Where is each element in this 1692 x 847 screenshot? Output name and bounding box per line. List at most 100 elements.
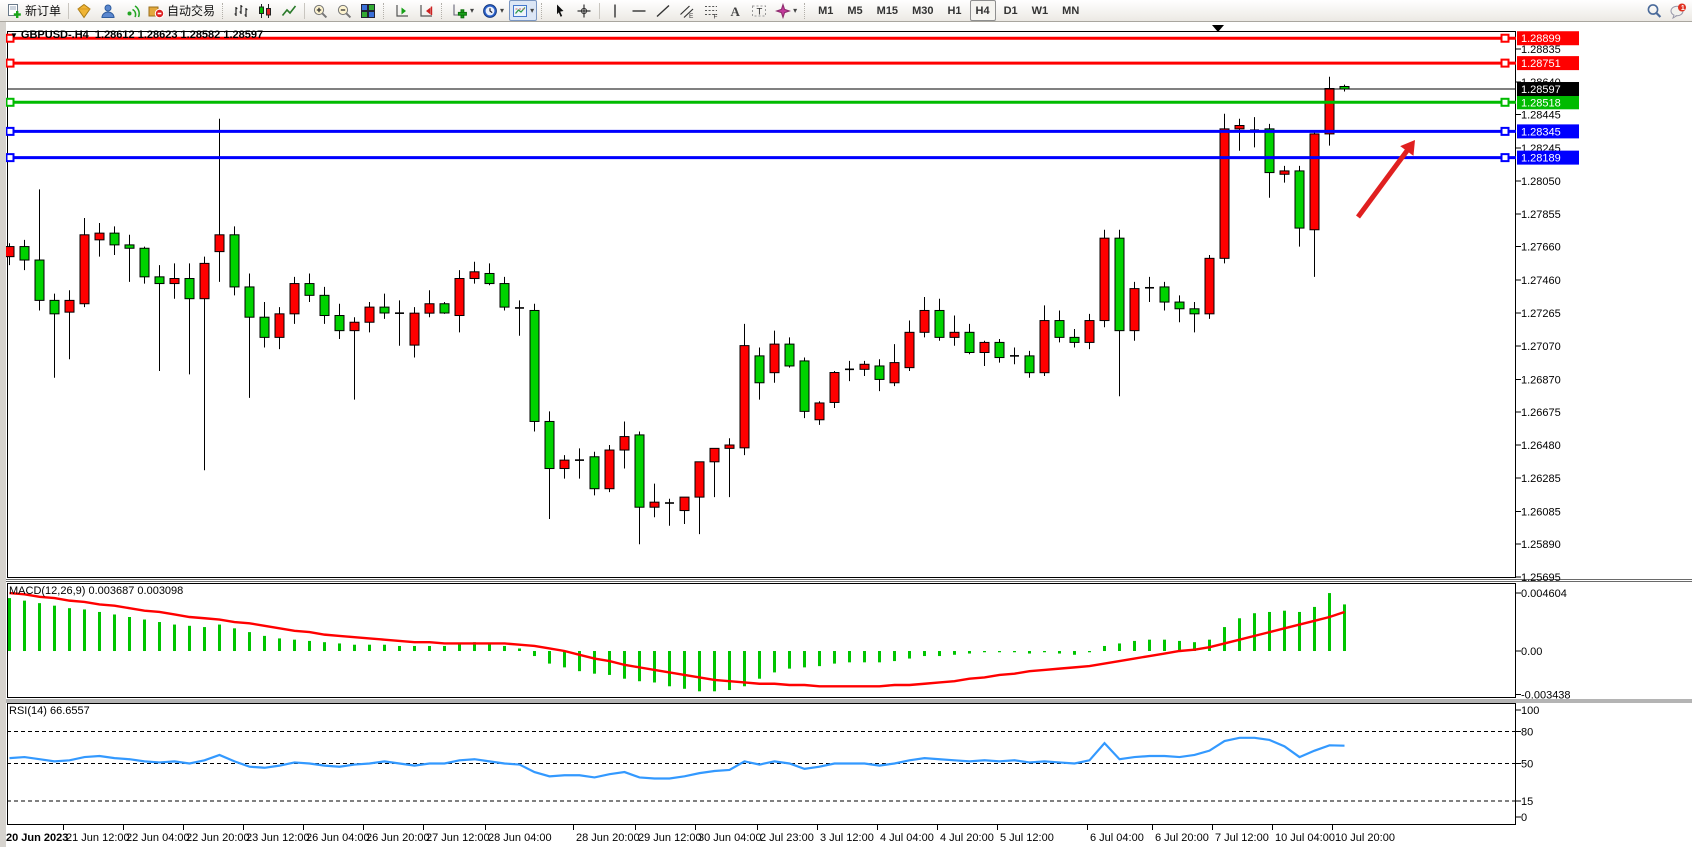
svg-text:22 Jun 04:00: 22 Jun 04:00	[126, 832, 190, 844]
timeframe-m15-button[interactable]: M15	[876, 4, 899, 17]
community-button[interactable]	[97, 0, 119, 21]
toolbar-grip	[541, 2, 545, 19]
timeframe-m1-button[interactable]: M1	[818, 4, 834, 17]
timeframe-d1-button[interactable]: D1	[1003, 4, 1018, 17]
svg-text:1.27660: 1.27660	[1521, 242, 1561, 254]
autotrading-button[interactable]: 自动交易	[145, 0, 218, 21]
svg-text:1.26085: 1.26085	[1521, 506, 1561, 518]
channel-icon: E	[679, 3, 695, 19]
toolbar-separator	[68, 2, 70, 19]
svg-text:5 Jul 12:00: 5 Jul 12:00	[1000, 832, 1054, 844]
new-order-icon	[6, 3, 22, 19]
svg-text:26 Jun 04:00: 26 Jun 04:00	[306, 832, 370, 844]
timeframe-h1-button[interactable]: H1	[947, 4, 962, 17]
toolbar-grip	[804, 2, 808, 19]
chevron-down-icon: ▾	[500, 6, 505, 15]
notifications-button[interactable]: 1	[1667, 0, 1689, 21]
new-order-button[interactable]: 新订单	[3, 0, 64, 21]
textlabel-icon: T	[751, 3, 767, 19]
arrows-tool-button[interactable]: ▾	[772, 0, 800, 21]
svg-text:100: 100	[1521, 705, 1539, 717]
chart-shift-button[interactable]	[415, 0, 437, 21]
svg-text:22 Jun 20:00: 22 Jun 20:00	[186, 832, 250, 844]
chevron-down-icon: ▾	[470, 6, 475, 15]
timeframe-w1-button[interactable]: W1	[1031, 4, 1049, 17]
gem-icon	[76, 3, 92, 19]
svg-text:4 Jul 04:00: 4 Jul 04:00	[880, 832, 934, 844]
svg-text:21 Jun 12:00: 21 Jun 12:00	[66, 832, 130, 844]
zoom-in-button[interactable]	[309, 0, 331, 21]
toolbar-buttons: 新订单 自动交易 ▾ ▾ ▾ E F A T ▾	[2, 0, 811, 22]
chat-icon: 1	[1670, 3, 1686, 19]
svg-text:1.26870: 1.26870	[1521, 374, 1561, 386]
candlestick-mode-button[interactable]	[254, 0, 276, 21]
svg-text:1.25695: 1.25695	[1521, 572, 1561, 584]
svg-text:1.26480: 1.26480	[1521, 440, 1561, 452]
svg-text:1.28899: 1.28899	[1521, 33, 1561, 45]
trendline-tool-button[interactable]	[652, 0, 674, 21]
svg-text:26 Jun 20:00: 26 Jun 20:00	[366, 832, 430, 844]
search-button[interactable]	[1643, 0, 1665, 21]
textA-icon: A	[727, 3, 743, 19]
chevron-down-icon: ▾	[530, 6, 535, 15]
clock-icon	[482, 3, 498, 19]
svg-text:15: 15	[1521, 796, 1533, 808]
chartshift-icon	[418, 3, 434, 19]
chart-bars-icon	[233, 3, 249, 19]
timeframe-h4-button[interactable]: H4	[969, 0, 996, 21]
templates-button[interactable]: ▾	[509, 0, 538, 21]
svg-text:1.28050: 1.28050	[1521, 176, 1561, 188]
auto-scroll-button[interactable]	[391, 0, 413, 21]
svg-text:2 Jul 23:00: 2 Jul 23:00	[760, 832, 814, 844]
svg-text:1.27460: 1.27460	[1521, 275, 1561, 287]
price-badges: 1.28899 1.28751 1.28518 1.28345 1.28189 1.285…	[1517, 31, 1579, 165]
vertical-line-tool-button[interactable]	[604, 0, 626, 21]
toolbar-grip	[383, 2, 387, 19]
indicators-button[interactable]: ▾	[449, 0, 477, 21]
svg-text:10 Jul 20:00: 10 Jul 20:00	[1335, 832, 1395, 844]
svg-text:6 Jul 04:00: 6 Jul 04:00	[1090, 832, 1144, 844]
svg-text:28 Jun 04:00: 28 Jun 04:00	[488, 832, 552, 844]
tile-windows-button[interactable]	[357, 0, 379, 21]
svg-text:1.28445: 1.28445	[1521, 110, 1561, 122]
timeframe-mn-button[interactable]: MN	[1062, 4, 1080, 17]
equidistant-channel-tool-button[interactable]: E	[676, 0, 698, 21]
chevron-down-icon: ▾	[793, 6, 798, 15]
svg-text:1: 1	[1681, 5, 1685, 12]
svg-text:0.00: 0.00	[1521, 646, 1542, 658]
zoom-in-icon	[312, 3, 328, 19]
text-label-tool-button[interactable]: T	[748, 0, 770, 21]
search-icon	[1646, 3, 1662, 19]
svg-text:80: 80	[1521, 726, 1533, 738]
svg-text:-0.003438: -0.003438	[1521, 689, 1571, 701]
svg-text:1.26675: 1.26675	[1521, 407, 1561, 419]
line-chart-mode-button[interactable]	[278, 0, 300, 21]
pane-splitters	[0, 579, 1692, 703]
svg-text:1.27855: 1.27855	[1521, 209, 1561, 221]
crosshair-tool-button[interactable]	[573, 0, 595, 21]
fibonacci-tool-button[interactable]: F	[700, 0, 722, 21]
signals-button[interactable]	[121, 0, 143, 21]
svg-text:1.28345: 1.28345	[1521, 126, 1561, 138]
svg-text:1.27070: 1.27070	[1521, 341, 1561, 353]
svg-text:A: A	[731, 4, 741, 19]
cursor-tool-button[interactable]	[549, 0, 571, 21]
timeframe-m5-button[interactable]: M5	[847, 4, 863, 17]
market-button[interactable]	[73, 0, 95, 21]
text-tool-button[interactable]: A	[724, 0, 746, 21]
autotrade-icon	[148, 3, 165, 19]
horizontal-line-tool-button[interactable]	[628, 0, 650, 21]
bar-chart-mode-button[interactable]	[230, 0, 252, 21]
svg-text:T: T	[757, 6, 763, 17]
tline-icon	[655, 3, 671, 19]
autotrading-label: 自动交易	[167, 4, 216, 18]
periods-button[interactable]: ▾	[479, 0, 507, 21]
chart-line-icon	[281, 3, 297, 19]
new-order-label: 新订单	[25, 4, 62, 18]
zoom-out-button[interactable]	[333, 0, 355, 21]
svg-text:28 Jun 20:00: 28 Jun 20:00	[576, 832, 640, 844]
timeframe-m30-button[interactable]: M30	[912, 4, 934, 17]
timeframe-buttons: M1 M5 M15 M30 H1 H4 D1 W1 MN	[811, 0, 1086, 22]
svg-text:1.28835: 1.28835	[1521, 44, 1561, 56]
